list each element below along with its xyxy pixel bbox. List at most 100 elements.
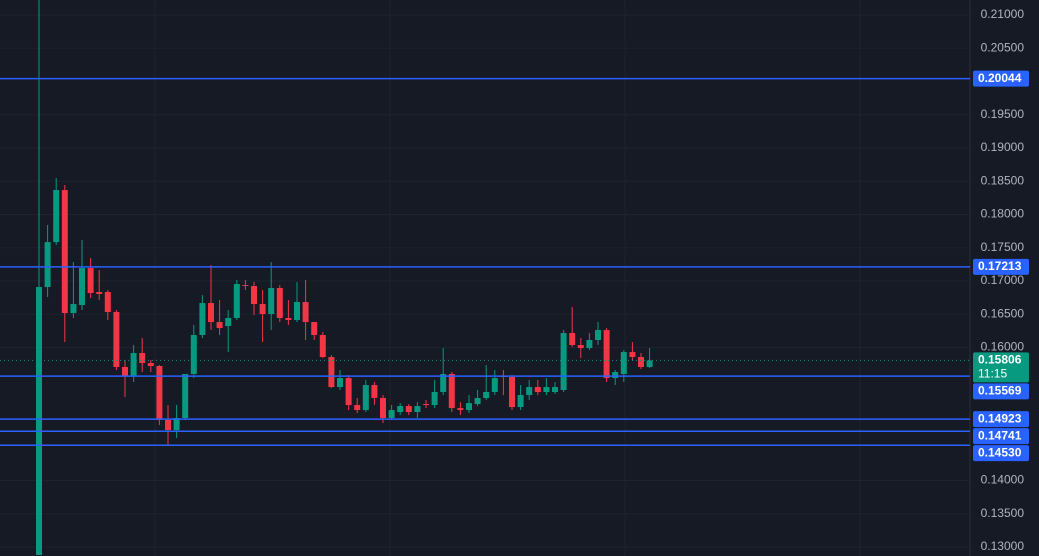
candle-body [638, 357, 644, 368]
candle-body [225, 317, 232, 327]
price-label-box [973, 258, 1029, 275]
candle-body [414, 406, 421, 413]
candle-body [130, 353, 137, 377]
y-tick-label: 0.16500 [981, 306, 1025, 320]
candle-body [526, 387, 533, 396]
candle-body [423, 404, 429, 406]
candle-body [70, 304, 77, 314]
candle-body [603, 330, 610, 379]
y-tick-label: 0.19500 [981, 107, 1025, 121]
candle-body [233, 284, 240, 318]
candle-body [113, 312, 120, 368]
candle-body [44, 242, 51, 288]
candle-body [242, 285, 249, 287]
y-tick-label: 0.17500 [981, 240, 1025, 254]
candle-body [251, 286, 257, 305]
candle-body [147, 363, 154, 367]
candle-body [466, 403, 472, 411]
y-tick-label: 0.19000 [981, 140, 1025, 154]
candle-body [328, 357, 335, 388]
candle-body [620, 352, 627, 374]
candle-body [595, 330, 601, 341]
candle-body [509, 377, 515, 408]
candle-body [337, 378, 343, 388]
candle-body [122, 367, 128, 377]
candle-body [190, 335, 197, 374]
candle-body [156, 366, 163, 421]
price-label: 0.14923 [978, 411, 1022, 425]
candle-body [199, 303, 206, 336]
candle-body [53, 190, 60, 243]
candle-body [397, 406, 404, 413]
candle-body [268, 288, 275, 315]
candle-body [319, 335, 326, 358]
y-tick-label: 0.14000 [981, 473, 1025, 487]
candle-body [586, 340, 593, 349]
candle-body [517, 395, 524, 408]
candle-body [139, 353, 146, 364]
candle-body [629, 352, 636, 358]
candle-body [552, 387, 558, 393]
price-label-box [973, 445, 1029, 462]
candle-body [483, 392, 490, 398]
y-tick-label: 0.21000 [981, 7, 1025, 21]
candle-body [173, 418, 180, 431]
candle-body [285, 317, 292, 320]
y-tick-label: 0.18000 [981, 207, 1025, 221]
candle-body [491, 378, 498, 393]
price-label-box [973, 383, 1029, 400]
candle-body [440, 373, 447, 393]
candle-body [345, 378, 352, 406]
candle-body [534, 387, 541, 393]
candle-body [577, 344, 584, 349]
candle-body [311, 322, 318, 336]
price-label-box [973, 352, 1029, 383]
candle-body [405, 406, 412, 413]
candle-body [104, 291, 111, 313]
candle-body [560, 333, 567, 391]
candle-body [259, 304, 266, 315]
price-label: 0.14530 [978, 445, 1022, 459]
price-label: 0.15806 [978, 353, 1022, 367]
y-tick-label: 0.18500 [981, 173, 1025, 187]
candle-body [36, 287, 42, 556]
candle-body [474, 397, 481, 405]
candle-body [646, 360, 653, 368]
candle-body [208, 303, 214, 323]
candle-body [362, 385, 369, 411]
y-tick-label: 0.20500 [981, 40, 1025, 54]
price-label: 0.15569 [978, 384, 1022, 398]
candle-body [612, 371, 619, 379]
candle-body [431, 392, 438, 406]
price-label: 0.20044 [978, 71, 1022, 85]
candle-body [380, 397, 386, 419]
candle-body [354, 405, 361, 411]
candle-body [182, 373, 189, 419]
candle-body [388, 410, 395, 419]
candle-body [543, 387, 550, 393]
candle-body [302, 302, 309, 323]
y-tick-label: 0.13000 [981, 539, 1025, 553]
price-label-box [973, 70, 1029, 87]
vertical-grid [154, 0, 861, 556]
y-tick-label: 0.13500 [981, 506, 1025, 520]
y-tick-label: 0.17000 [981, 273, 1025, 287]
candle-body [87, 268, 94, 293]
candle-body [448, 373, 455, 409]
candle-body [371, 385, 378, 398]
candle-body [79, 268, 85, 306]
candle-body [216, 322, 223, 329]
candle-body [61, 190, 68, 314]
candle-body [165, 420, 171, 431]
price-label-box [973, 411, 1029, 428]
price-label-box [973, 428, 1029, 445]
candle-body [457, 408, 464, 411]
candle-body [294, 302, 300, 320]
y-tick-label: 0.16000 [981, 340, 1025, 354]
countdown-label: 11:15 [978, 367, 1007, 381]
candle-body [276, 288, 283, 318]
price-label: 0.17213 [978, 259, 1022, 273]
price-label: 0.14741 [978, 428, 1022, 442]
candle-body [96, 291, 103, 294]
